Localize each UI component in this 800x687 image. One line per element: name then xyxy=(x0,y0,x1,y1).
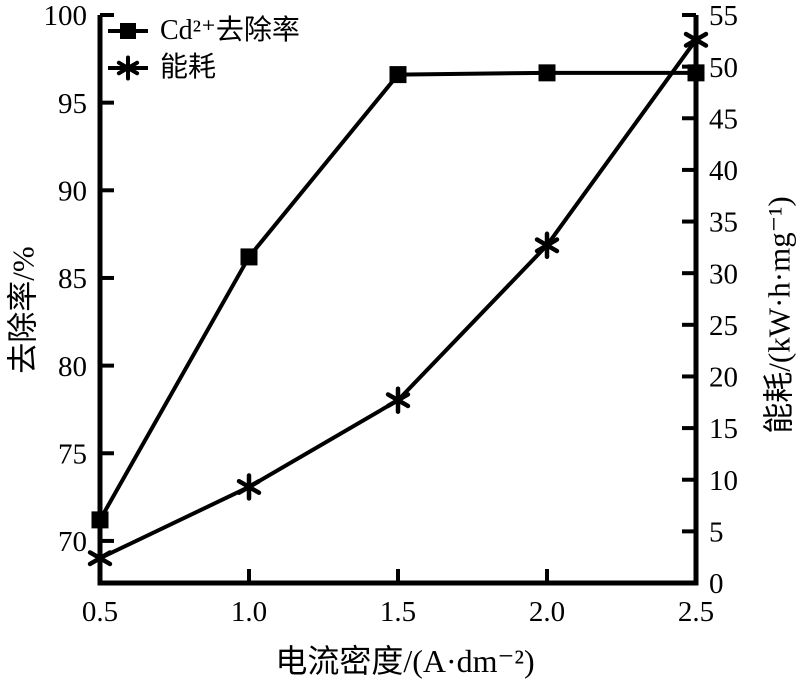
right-axis-tick-label: 10 xyxy=(709,465,738,497)
x-axis-tick-label: 2.0 xyxy=(529,596,565,628)
series-removal xyxy=(91,64,705,529)
square-marker-icon xyxy=(687,64,705,82)
square-marker-icon xyxy=(108,22,148,39)
right-axis-tick-label: 50 xyxy=(709,52,738,84)
axis-spines xyxy=(97,15,699,586)
x-axis-tick-label: 0.5 xyxy=(82,596,118,628)
series-line xyxy=(99,38,698,561)
asterisk-marker-icon xyxy=(683,26,709,54)
left-axis-tick-label: 80 xyxy=(58,351,87,383)
right-axis-tick-label: 45 xyxy=(709,103,738,135)
square-marker-icon xyxy=(538,64,556,82)
square-marker-icon xyxy=(389,66,407,84)
x-axis-tick-label: 1.5 xyxy=(380,596,416,628)
left-axis-tick-label: 90 xyxy=(58,175,87,207)
left-y-axis-label: 去除率/% xyxy=(5,246,41,374)
left-axis-tick-label: 85 xyxy=(58,263,87,295)
legend-entry-removal: Cd²⁺去除率 xyxy=(106,12,300,49)
right-y-axis-label: 能耗/(kW·h·mg⁻¹) xyxy=(761,196,797,434)
left-axis-tick-label: 75 xyxy=(58,438,87,470)
series-line xyxy=(98,70,696,521)
axis-ticks xyxy=(98,13,698,585)
right-axis-tick-label: 55 xyxy=(709,0,738,32)
square-marker-icon xyxy=(240,248,258,266)
left-axis-tick-label: 100 xyxy=(44,0,88,32)
right-axis-tick-label: 25 xyxy=(709,310,738,342)
right-axis-tick-label: 15 xyxy=(709,413,738,445)
legend-label-removal: Cd²⁺去除率 xyxy=(160,15,300,46)
right-axis-tick-label: 5 xyxy=(709,517,724,549)
right-axis-tick-label: 30 xyxy=(709,258,738,290)
legend-label-energy: 能耗 xyxy=(160,52,217,83)
x-axis-tick-label: 1.0 xyxy=(231,596,267,628)
asterisk-marker-icon xyxy=(87,544,113,572)
square-marker-icon xyxy=(91,511,109,529)
x-axis-label: 电流密度/(A·dm⁻²) xyxy=(275,643,535,679)
asterisk-marker-icon xyxy=(108,55,148,80)
right-axis-tick-label: 40 xyxy=(709,155,738,187)
legend-entry-energy: 能耗 xyxy=(106,49,300,86)
x-axis-tick-label: 2.5 xyxy=(678,596,714,628)
left-axis-tick-label: 70 xyxy=(58,526,87,558)
right-axis-tick-label: 35 xyxy=(709,207,738,239)
tick-labels: 70 75 80 85 90 95 100 0 5 10 15 20 25 30 35 40 45 50 55 0.5… xyxy=(44,0,739,628)
series-energy xyxy=(87,26,709,572)
asterisk-marker-icon xyxy=(534,231,560,260)
left-axis-tick-label: 95 xyxy=(58,88,87,120)
legend: Cd²⁺去除率 能耗 xyxy=(106,12,300,86)
asterisk-marker-icon xyxy=(385,386,411,414)
asterisk-marker-icon xyxy=(236,473,262,501)
right-axis-tick-label: 0 xyxy=(709,568,724,600)
right-axis-tick-label: 20 xyxy=(709,362,738,394)
